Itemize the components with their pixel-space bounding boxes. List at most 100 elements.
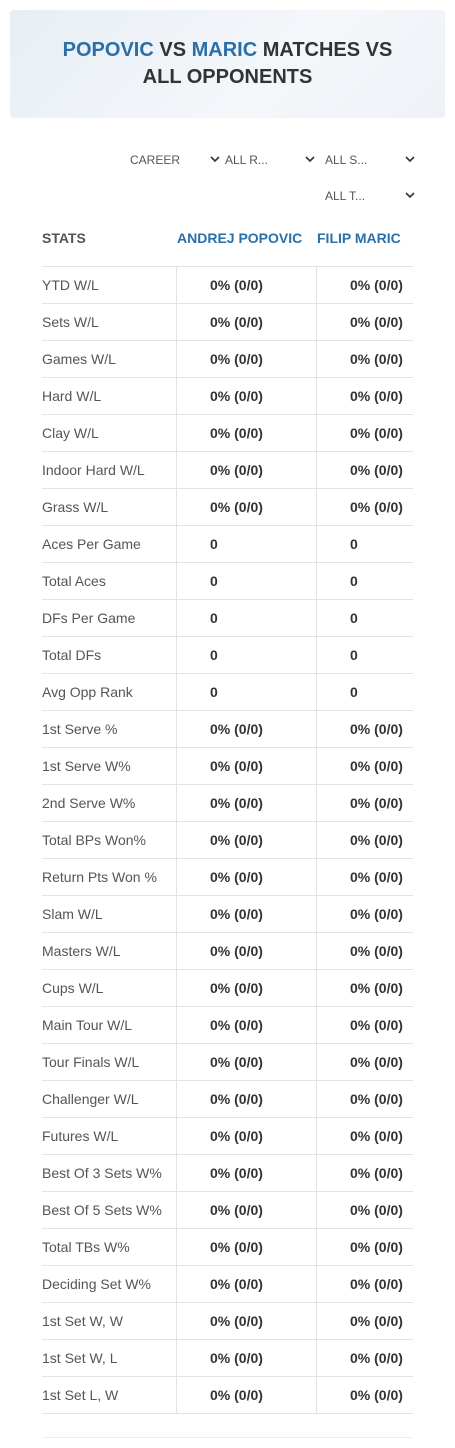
stat-value: 0% (0/0) bbox=[176, 489, 316, 525]
title: POPOVIC VS MARIC MATCHES VS ALL OPPONENTS bbox=[63, 37, 393, 91]
stat-value: 0 bbox=[316, 637, 413, 673]
stat-value: 0% (0/0) bbox=[176, 711, 316, 747]
stat-value: 0% (0/0) bbox=[176, 859, 316, 895]
stat-label: Sets W/L bbox=[42, 314, 99, 330]
stat-value: 0% (0/0) bbox=[176, 933, 316, 969]
table-row: 1st Set L, W 0% (0/0) 0% (0/0) bbox=[42, 1377, 413, 1414]
table-row: Total TBs W% 0% (0/0) 0% (0/0) bbox=[42, 1229, 413, 1266]
table-row: Total DFs 0 0 bbox=[42, 637, 413, 674]
stat-value: 0% (0/0) bbox=[176, 1340, 316, 1376]
stat-label: Total DFs bbox=[42, 647, 102, 663]
table-row: 2nd Serve W% 0% (0/0) 0% (0/0) bbox=[42, 785, 413, 822]
stat-label: 1st Set W, L bbox=[42, 1350, 118, 1366]
filter-label: ALL R... bbox=[225, 153, 268, 167]
table-row: Best Of 5 Sets W% 0% (0/0) 0% (0/0) bbox=[42, 1192, 413, 1229]
stat-label: Best Of 5 Sets W% bbox=[42, 1202, 162, 1218]
stat-value: 0% (0/0) bbox=[176, 1377, 316, 1413]
stat-label: Hard W/L bbox=[42, 388, 102, 404]
filter-label: CAREER bbox=[130, 153, 181, 167]
stat-value: 0 bbox=[316, 526, 413, 562]
column-header: FILIP MARIC bbox=[317, 230, 401, 246]
stat-value: 0% (0/0) bbox=[316, 1377, 413, 1413]
stat-value: 0% (0/0) bbox=[176, 378, 316, 414]
player-name: POPOVIC bbox=[62, 39, 154, 61]
table-row: Games W/L 0% (0/0) 0% (0/0) bbox=[42, 341, 413, 378]
stat-value: 0 bbox=[316, 674, 413, 710]
filter-select[interactable]: CAREER bbox=[130, 150, 220, 170]
stat-value: 0% (0/0) bbox=[316, 1007, 413, 1043]
stat-label: Cups W/L bbox=[42, 980, 104, 996]
table-row: 1st Set W, L 0% (0/0) 0% (0/0) bbox=[42, 1340, 413, 1377]
stat-label: Total TBs W% bbox=[42, 1239, 130, 1255]
stat-value: 0% (0/0) bbox=[176, 1266, 316, 1302]
stat-label: Indoor Hard W/L bbox=[42, 462, 145, 478]
chevron bbox=[405, 156, 415, 163]
stat-label: Total BPs Won% bbox=[42, 832, 147, 848]
table-row: YTD W/L 0% (0/0) 0% (0/0) bbox=[42, 267, 413, 304]
title-text: ALL OPPONENTS bbox=[142, 66, 313, 88]
filter-label: ALL T... bbox=[325, 189, 366, 203]
chevron bbox=[405, 192, 415, 199]
stat-value: 0% (0/0) bbox=[316, 1155, 413, 1191]
title-text: MATCHES VS bbox=[257, 39, 393, 61]
table-row: Futures W/L 0% (0/0) 0% (0/0) bbox=[42, 1118, 413, 1155]
table-row: Main Tour W/L 0% (0/0) 0% (0/0) bbox=[42, 1007, 413, 1044]
table-row: Slam W/L 0% (0/0) 0% (0/0) bbox=[42, 896, 413, 933]
stat-value: 0% (0/0) bbox=[316, 1118, 413, 1154]
stat-label: Futures W/L bbox=[42, 1128, 119, 1144]
stat-label: Challenger W/L bbox=[42, 1091, 139, 1107]
stat-value: 0% (0/0) bbox=[316, 933, 413, 969]
stat-value: 0% (0/0) bbox=[316, 452, 413, 488]
stat-label: Slam W/L bbox=[42, 906, 103, 922]
table-row: 1st Serve W% 0% (0/0) 0% (0/0) bbox=[42, 748, 413, 785]
stat-value: 0% (0/0) bbox=[176, 1192, 316, 1228]
stat-value: 0% (0/0) bbox=[176, 415, 316, 451]
stat-value: 0% (0/0) bbox=[316, 1303, 413, 1339]
stat-label: DFs Per Game bbox=[42, 610, 136, 626]
stat-value: 0% (0/0) bbox=[176, 304, 316, 340]
filter-select[interactable]: ALL S... bbox=[325, 150, 415, 170]
header: POPOVIC VS MARIC MATCHES VS ALL OPPONENTS bbox=[10, 10, 445, 118]
stat-value: 0% (0/0) bbox=[316, 1044, 413, 1080]
table-row: Clay W/L 0% (0/0) 0% (0/0) bbox=[42, 415, 413, 452]
chevron bbox=[210, 156, 220, 163]
stat-label: Main Tour W/L bbox=[42, 1017, 132, 1033]
stat-value: 0 bbox=[316, 563, 413, 599]
stat-value: 0% (0/0) bbox=[176, 748, 316, 784]
filter-select[interactable]: ALL R... bbox=[225, 150, 315, 170]
stat-label: Tour Finals W/L bbox=[42, 1054, 140, 1070]
table-row: Grass W/L 0% (0/0) 0% (0/0) bbox=[42, 489, 413, 526]
stat-value: 0% (0/0) bbox=[316, 711, 413, 747]
stats-table: STATS ANDREJ POPOVIC FILIP MARIC YTD W/L 0% … bbox=[42, 220, 413, 1414]
stat-value: 0% (0/0) bbox=[176, 452, 316, 488]
stat-label: Best Of 3 Sets W% bbox=[42, 1165, 162, 1181]
player-name: MARIC bbox=[191, 39, 258, 61]
table-row: Tour Finals W/L 0% (0/0) 0% (0/0) bbox=[42, 1044, 413, 1081]
stat-value: 0 bbox=[176, 563, 316, 599]
stat-value: 0% (0/0) bbox=[316, 1266, 413, 1302]
stat-label: 1st Set W, W bbox=[42, 1313, 123, 1329]
stat-value: 0% (0/0) bbox=[176, 785, 316, 821]
stat-value: 0% (0/0) bbox=[176, 1303, 316, 1339]
stat-value: 0% (0/0) bbox=[316, 1081, 413, 1117]
stat-value: 0% (0/0) bbox=[176, 1007, 316, 1043]
chevron bbox=[305, 156, 315, 163]
filter-select[interactable]: ALL T... bbox=[325, 186, 415, 206]
stat-value: 0% (0/0) bbox=[316, 748, 413, 784]
table-row: Masters W/L 0% (0/0) 0% (0/0) bbox=[42, 933, 413, 970]
stat-value: 0% (0/0) bbox=[176, 970, 316, 1006]
table-row: Sets W/L 0% (0/0) 0% (0/0) bbox=[42, 304, 413, 341]
stat-value: 0% (0/0) bbox=[176, 896, 316, 932]
stat-label: 1st Serve % bbox=[42, 721, 118, 737]
stat-label: Clay W/L bbox=[42, 425, 99, 441]
table-row: Total Aces 0 0 bbox=[42, 563, 413, 600]
stat-value: 0% (0/0) bbox=[176, 1118, 316, 1154]
stat-value: 0% (0/0) bbox=[176, 1229, 316, 1265]
table-row: Challenger W/L 0% (0/0) 0% (0/0) bbox=[42, 1081, 413, 1118]
stat-label: Masters W/L bbox=[42, 943, 121, 959]
stat-value: 0% (0/0) bbox=[316, 304, 413, 340]
table-row: Avg Opp Rank 0 0 bbox=[42, 674, 413, 711]
stat-value: 0% (0/0) bbox=[316, 415, 413, 451]
stat-value: 0% (0/0) bbox=[176, 1044, 316, 1080]
stat-value: 0% (0/0) bbox=[316, 1229, 413, 1265]
